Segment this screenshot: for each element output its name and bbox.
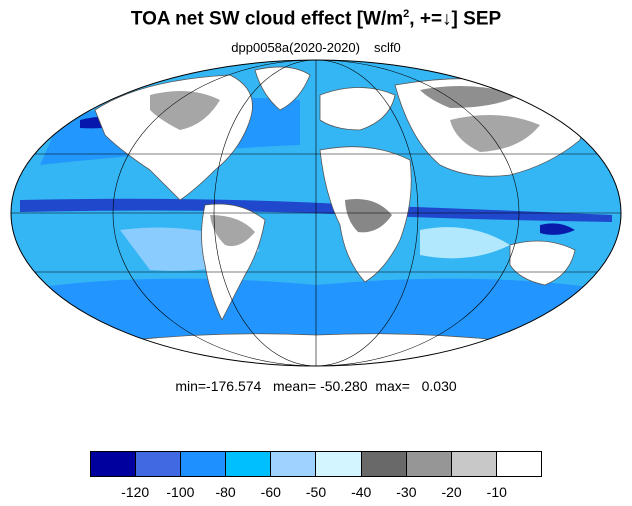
colorbar-box [136,452,182,476]
plot-subtitle: dpp0058a(2020-2020) sclf0 [0,40,632,55]
colorbar-box [316,452,362,476]
colorbar-tick-label: -80 [215,484,236,500]
colorbar-box [496,452,541,476]
asia-gray [450,115,540,152]
experiment-label: dpp0058a(2020-2020) [231,40,360,55]
colorbar-box [91,452,137,476]
colorbar-tick-label: -20 [441,484,462,500]
title-rest: , +=↓] SEP [409,8,502,30]
colorbar [90,451,542,477]
world-map [10,59,622,367]
australia [509,240,576,286]
colorbar-tick-label: -60 [260,484,281,500]
africa-gray [345,199,392,233]
north-america-gray [150,91,220,130]
title-main: TOA net SW cloud effect [W/m [130,8,404,30]
map-panel [10,59,622,367]
colorbar-box [361,452,407,476]
colorbar-box [406,452,452,476]
plot-title: TOA net SW cloud effect [W/m2, +=↓] SEP [0,8,632,30]
colorbar-box [226,452,272,476]
colorbar-tick-label: -40 [351,484,372,500]
europe [319,87,396,131]
title-superscript: 2 [403,8,410,20]
colorbar-tick-label: -10 [486,484,507,500]
colorbar-box [181,452,227,476]
colorbar-tick-label: -120 [121,484,150,500]
map-outline [10,59,622,367]
graticule [11,60,621,366]
siberia-gray [420,86,520,108]
colorbar-labels: -120 -100 -80 -60 -50 -40 -30 -20 -10 [90,484,542,502]
antarctica [89,333,541,366]
south-america-gray [210,215,255,247]
colorbar-tick-label: -50 [305,484,327,500]
variable-label: sclf0 [373,40,401,55]
colorbar-tick-label: -30 [396,484,417,500]
colorbar-tick-label: -100 [166,484,195,500]
stats-line: min=-176.574 mean= -50.280 max= 0.030 [175,378,457,394]
colorbar-box [451,452,497,476]
colorbar-box [271,452,317,476]
light-ocean-patch-2 [420,227,510,259]
dark-cloud-patch-2 [540,223,575,235]
